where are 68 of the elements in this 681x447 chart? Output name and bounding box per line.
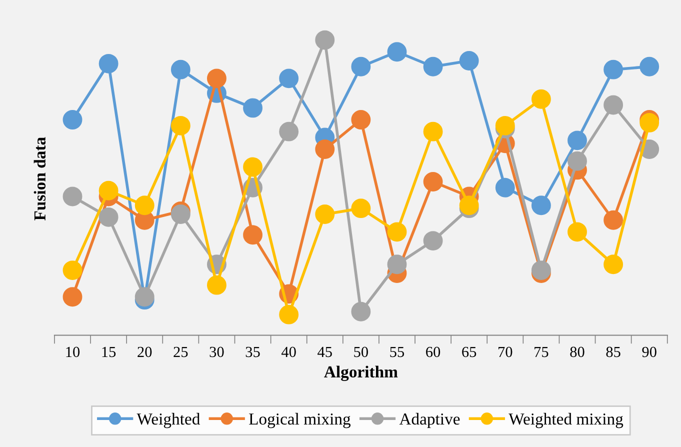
point	[279, 68, 299, 88]
x-tick-label: 35	[246, 346, 260, 358]
point	[351, 302, 371, 322]
x-tick-label: 10	[66, 346, 80, 358]
point	[604, 210, 624, 230]
x-tick-label: 65	[462, 346, 476, 358]
point	[604, 254, 624, 274]
x-tick-label: 25	[174, 346, 188, 358]
point	[243, 98, 262, 118]
legend-label: Weighted	[136, 412, 200, 428]
point	[640, 56, 660, 76]
legend-label: Weighted mixing	[508, 412, 624, 428]
point	[98, 207, 118, 227]
point	[387, 222, 407, 242]
point	[351, 110, 371, 130]
x-tick-label: 80	[570, 346, 584, 358]
point	[351, 198, 371, 218]
point	[170, 60, 190, 80]
point	[279, 304, 299, 324]
y-axis-title: Fusion data	[34, 137, 46, 220]
point	[568, 130, 587, 150]
x-tick-label: 45	[318, 346, 332, 358]
point	[495, 178, 515, 198]
x-tick-label: 85	[606, 346, 620, 358]
point	[387, 42, 407, 62]
point	[568, 222, 587, 242]
point	[243, 157, 262, 177]
point	[423, 122, 443, 142]
point	[351, 56, 371, 76]
point	[423, 56, 443, 76]
x-tick-label: 90	[642, 346, 656, 358]
point	[604, 95, 624, 115]
legend-label: Logical mixing	[249, 412, 351, 428]
point	[387, 254, 407, 274]
point	[531, 196, 551, 216]
point	[62, 186, 82, 206]
point	[243, 225, 262, 245]
legend-label: Adaptive	[399, 412, 460, 428]
point	[62, 260, 82, 280]
point	[98, 54, 118, 74]
point	[423, 172, 443, 192]
point	[170, 204, 190, 224]
x-tick-label: 30	[210, 346, 224, 358]
point	[315, 140, 335, 160]
point	[604, 60, 624, 80]
x-tick-label: 60	[426, 346, 440, 358]
point	[134, 196, 154, 216]
x-axis-title: Algorithm	[324, 366, 398, 382]
point	[459, 51, 479, 70]
x-tick-label: 55	[390, 346, 404, 358]
point	[315, 204, 335, 224]
x-tick-label: 50	[354, 346, 368, 358]
x-tick-label: 20	[138, 346, 152, 358]
point	[170, 116, 190, 136]
x-tick-label: 40	[281, 346, 296, 358]
point	[62, 110, 82, 130]
point	[206, 68, 226, 88]
point	[62, 287, 82, 307]
x-tick-label: 70	[498, 346, 512, 358]
x-tick-label: 15	[102, 346, 116, 358]
point	[568, 151, 587, 171]
point	[279, 122, 299, 142]
point	[206, 275, 226, 295]
point	[531, 89, 551, 109]
point	[315, 30, 335, 50]
x-tick-label: 75	[534, 346, 548, 358]
point	[98, 180, 118, 200]
point	[423, 231, 443, 251]
